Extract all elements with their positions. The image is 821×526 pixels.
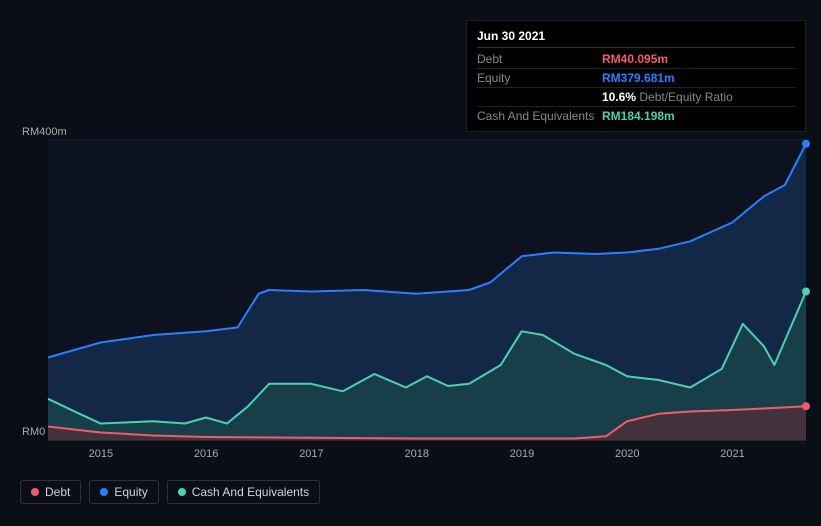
- x-axis-label: 2016: [194, 448, 218, 460]
- x-axis-label: 2015: [89, 448, 113, 460]
- tooltip-row-value: RM379.681m: [602, 71, 675, 85]
- tooltip-row: EquityRM379.681m: [477, 69, 795, 88]
- tooltip-row-value: RM184.198m: [602, 109, 675, 123]
- legend-item-cash-and-equivalents[interactable]: Cash And Equivalents: [167, 480, 320, 504]
- x-axis-label: 2020: [615, 448, 639, 460]
- legend-dot: [178, 488, 186, 496]
- tooltip-row-label: Debt: [477, 52, 602, 66]
- tooltip-row: 10.6% Debt/Equity Ratio: [477, 88, 795, 107]
- legend-item-equity[interactable]: Equity: [89, 480, 158, 504]
- legend-dot: [31, 488, 39, 496]
- chart-tooltip: Jun 30 2021 DebtRM40.095mEquityRM379.681…: [466, 20, 806, 132]
- x-axis-label: 2021: [720, 448, 744, 460]
- y-axis-label: RM400m: [22, 126, 67, 138]
- tooltip-row: DebtRM40.095m: [477, 50, 795, 69]
- legend: Debt Equity Cash And Equivalents: [20, 480, 320, 504]
- tooltip-row-value: 10.6% Debt/Equity Ratio: [602, 90, 733, 104]
- chart-container: RM400m RM0 2015 2016 2017 2018 2019 2020 2021 J…: [0, 0, 821, 526]
- tooltip-row-value: RM40.095m: [602, 52, 668, 66]
- y-axis-label: RM0: [22, 426, 45, 438]
- legend-item-debt[interactable]: Debt: [20, 480, 81, 504]
- legend-item-label: Cash And Equivalents: [192, 485, 309, 499]
- tooltip-row: Cash And EquivalentsRM184.198m: [477, 107, 795, 125]
- x-axis-label: 2019: [510, 448, 534, 460]
- tooltip-title: Jun 30 2021: [477, 27, 795, 48]
- x-axis-label: 2017: [299, 448, 323, 460]
- tooltip-row-label: Equity: [477, 71, 602, 85]
- legend-item-label: Equity: [114, 485, 147, 499]
- tooltip-row-label: Cash And Equivalents: [477, 109, 602, 123]
- tooltip-row-label: [477, 90, 602, 104]
- legend-dot: [100, 488, 108, 496]
- legend-item-label: Debt: [45, 485, 70, 499]
- x-axis-label: 2018: [404, 448, 428, 460]
